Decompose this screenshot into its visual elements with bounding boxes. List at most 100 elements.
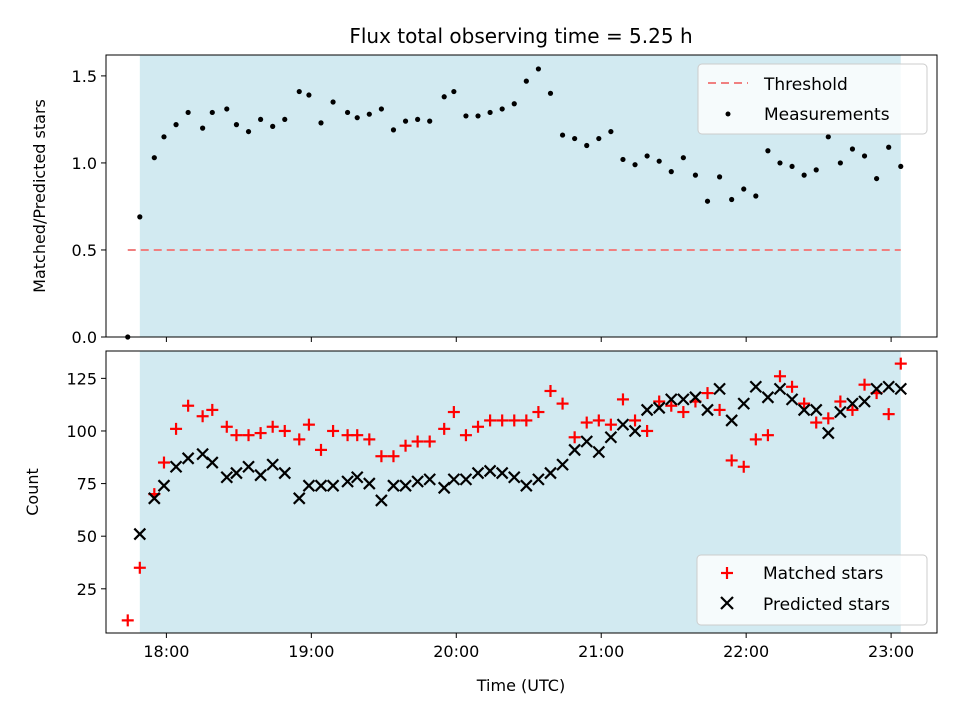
measurements-point <box>402 118 409 124</box>
predicted-stars-point <box>858 395 871 408</box>
measurements-point <box>874 175 880 182</box>
x-tick-label: 23:00 <box>868 642 914 661</box>
y-tick-label: 0.0 <box>72 328 97 347</box>
legend-measurements-swatch <box>725 111 731 117</box>
measurements-point <box>547 90 554 96</box>
measurements-point <box>789 163 795 170</box>
predicted-stars-point <box>834 405 847 419</box>
matched-stars-point <box>459 429 472 442</box>
top-y-axis-label: Matched/Predicted stars <box>30 99 49 293</box>
matched-stars-point <box>182 399 195 412</box>
legend-predicted-swatch <box>720 596 734 610</box>
measurements-point <box>378 106 384 112</box>
matched-stars-point <box>798 397 811 410</box>
predicted-stars-point <box>822 426 835 440</box>
predicted-stars-point <box>580 435 594 448</box>
predicted-stars-point <box>423 473 436 486</box>
measurements-point <box>427 118 433 124</box>
measurements-point <box>233 122 240 128</box>
legend-measurements-label: Measurements <box>764 105 890 125</box>
measurements-point <box>753 193 759 199</box>
y-tick-label: 125 <box>66 369 97 388</box>
matched-stars-point <box>351 429 364 442</box>
measurements-point <box>173 122 179 128</box>
predicted-stars-point <box>254 468 267 482</box>
measurements-point <box>200 125 206 131</box>
measurements-point <box>849 146 856 152</box>
matched-stars-point <box>293 433 306 446</box>
measurements-point <box>584 142 590 149</box>
measurements-point <box>270 123 276 129</box>
matched-stars-point <box>278 424 291 437</box>
predicted-stars-point <box>447 473 461 486</box>
measurements-point <box>741 186 747 192</box>
predicted-stars-point <box>181 452 195 465</box>
measurements-point <box>245 128 252 135</box>
predicted-stars-point <box>314 479 328 492</box>
measurements-point <box>487 109 493 116</box>
matched-stars-point <box>544 384 557 397</box>
matched-stars-point <box>387 450 400 463</box>
matched-stars-point <box>822 412 835 425</box>
predicted-stars-point <box>157 479 171 492</box>
measurements-point <box>306 92 312 98</box>
predicted-stars-point <box>568 443 581 457</box>
measurements-point <box>729 196 735 203</box>
measurements-point <box>620 156 626 163</box>
bottom-axes-frame <box>105 350 938 634</box>
matched-stars-point <box>242 429 255 442</box>
predicted-stars-point <box>737 397 751 410</box>
top-x-ticks <box>165 337 892 342</box>
measurements-point <box>330 99 336 105</box>
matched-stars-point <box>520 414 533 427</box>
matched-stars-point <box>363 433 376 446</box>
predicted-stars-point <box>278 466 292 480</box>
matched-stars-point <box>882 408 895 421</box>
matched-stars-point <box>447 406 460 419</box>
matched-stars-point <box>858 378 871 391</box>
matched-stars-point <box>254 427 267 440</box>
matched-stars-point <box>568 431 581 444</box>
matched-stars-point <box>230 429 243 442</box>
top-panel: 0.0 0.5 1.0 1.5 Matched/Predicted stars Thr… <box>30 54 938 347</box>
measurements-point <box>861 153 868 159</box>
matched-stars-point <box>438 422 451 435</box>
predicted-stars-point <box>375 494 388 507</box>
predicted-stars-point <box>520 479 533 492</box>
measurements-point <box>813 167 819 173</box>
measurements-point <box>499 106 505 112</box>
matched-stars-point <box>834 395 847 408</box>
predicted-stars-point <box>302 479 316 492</box>
matched-stars-point <box>556 397 569 410</box>
bottom-x-ticks: 18:00 19:00 20:00 21:00 22:00 23:00 <box>143 633 914 661</box>
measurements-point <box>282 116 288 123</box>
predicted-stars-point <box>266 458 279 471</box>
predicted-stars-point <box>242 460 255 474</box>
predicted-stars-point <box>556 458 569 471</box>
measurements-point <box>765 148 771 154</box>
predicted-stars-point <box>459 473 473 486</box>
x-tick-label: 21:00 <box>578 642 624 661</box>
legend-predicted-label: Predicted stars <box>763 595 890 615</box>
measurements-point <box>209 109 215 116</box>
predicted-stars-point <box>882 380 895 394</box>
matched-stars-point <box>532 406 545 419</box>
measurements-point <box>886 144 892 150</box>
measurements-point <box>354 115 360 121</box>
matched-stars-point <box>846 403 859 416</box>
predicted-stars-point <box>350 470 364 484</box>
top-axes-frame <box>105 54 938 338</box>
y-tick-label: 1.0 <box>72 154 97 173</box>
predicted-stars-point <box>206 456 219 469</box>
x-tick-label: 20:00 <box>433 642 479 661</box>
matched-stars-point <box>653 395 666 408</box>
chart-title: Flux total observing time = 5.25 h <box>349 24 692 48</box>
predicted-stars-point <box>628 424 642 438</box>
matched-stars-point <box>665 399 678 412</box>
predicted-stars-point <box>292 492 306 505</box>
measurements-point <box>801 172 807 178</box>
y-tick-label: 100 <box>66 422 97 441</box>
x-tick-label: 22:00 <box>723 642 769 661</box>
predicted-stars-point <box>341 475 354 488</box>
predicted-stars-point <box>326 479 340 492</box>
